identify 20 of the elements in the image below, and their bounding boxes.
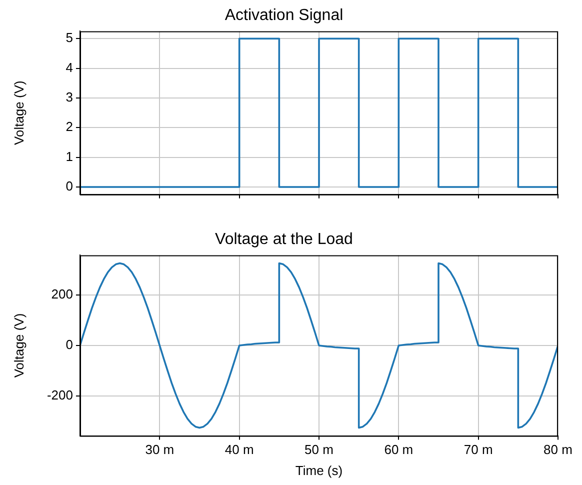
y-tick-label: 4 <box>66 60 73 75</box>
y-tick-label: 1 <box>66 148 73 164</box>
x-tick-label: 40 m <box>224 442 254 458</box>
y-axis-title: Voltage (V) <box>11 313 26 378</box>
y-tick-label: 0 <box>66 337 73 352</box>
chart-title: Voltage at the Load <box>215 231 353 248</box>
x-axis-title: Time (s) <box>295 462 343 478</box>
y-tick-label: 200 <box>51 286 73 302</box>
y-tick-label: 5 <box>66 30 73 46</box>
x-tick-label: 50 m <box>304 442 334 458</box>
chart-title: Activation Signal <box>224 7 344 24</box>
x-tick-label: 30 m <box>145 442 174 458</box>
x-tick-label: 70 m <box>464 442 493 458</box>
y-tick-label: -200 <box>46 388 73 403</box>
y-tick-label: 3 <box>66 90 73 105</box>
x-tick-label: 80 m <box>544 442 572 458</box>
y-tick-label: 2 <box>66 119 73 134</box>
x-tick-label: 60 m <box>384 442 414 458</box>
y-tick-label: 0 <box>66 178 73 194</box>
y-axis-title: Voltage (V) <box>11 80 26 145</box>
